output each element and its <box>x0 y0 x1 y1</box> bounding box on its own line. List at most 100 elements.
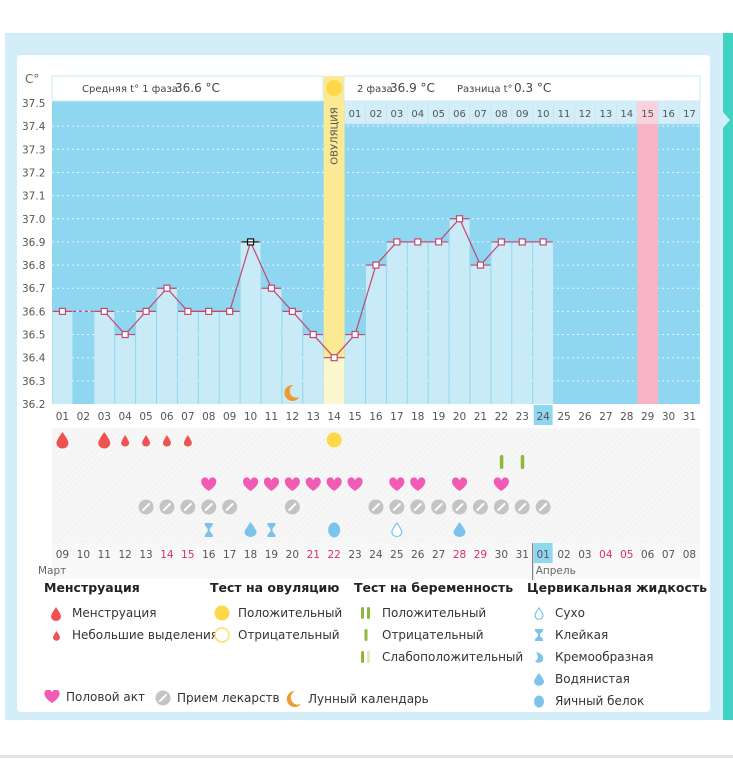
temperature-bar <box>386 241 407 404</box>
y-tick-label: 37.3 <box>22 144 45 156</box>
pill-icon <box>153 690 173 706</box>
calendar-date-label: 03 <box>578 549 591 561</box>
faint-line-icon <box>354 650 378 664</box>
expand-arrow-icon[interactable] <box>723 112 730 128</box>
temperature-point <box>330 354 338 362</box>
temperature-bar <box>491 241 512 404</box>
calendar-date-label: 05 <box>620 549 633 561</box>
circle-outline-icon <box>210 627 234 643</box>
legend-menstruation: Менструация Менструация Небольшие выделе… <box>44 580 218 646</box>
calendar-date-label: 18 <box>244 549 257 561</box>
temperature-point <box>455 215 464 223</box>
temperature-point <box>497 238 505 246</box>
cycle-day-label: 12 <box>286 411 299 423</box>
heart-icon <box>389 477 405 491</box>
cycle-day-label: 27 <box>599 411 612 423</box>
calendar-date-label: 16 <box>202 549 216 561</box>
legend-item: Водянистая <box>555 672 630 686</box>
phase2-day-label: 04 <box>411 109 424 120</box>
ovulation-test-positive-icon <box>326 432 342 448</box>
calendar-date-label: 26 <box>411 549 425 561</box>
calendar-date-label: 24 <box>369 549 383 561</box>
pill-stripe <box>518 503 527 511</box>
temperature-bar <box>52 311 73 404</box>
pill-stripe <box>288 503 297 511</box>
today-date-highlight <box>533 543 553 563</box>
y-tick-label: 36.8 <box>22 260 45 272</box>
cycle-day-label: 13 <box>307 411 320 423</box>
cycle-day-label: 16 <box>369 411 383 423</box>
legend-cervical-fluid: Цервикальная жидкость Сухо Клейкая Кремо… <box>527 580 707 712</box>
legend-item: Небольшие выделения <box>72 628 219 642</box>
ovulation-band <box>323 76 345 404</box>
legend-intercourse: Половой акт <box>42 690 145 704</box>
drop-small-icon <box>44 630 68 641</box>
phase2-day-label: 13 <box>599 109 612 120</box>
y-tick-label: 37.0 <box>22 214 45 226</box>
temperature-bar <box>407 241 428 404</box>
cycle-day-label: 04 <box>118 411 132 423</box>
legend-item: Отрицательный <box>382 628 484 642</box>
legend-item: Клейкая <box>555 628 609 642</box>
pill-stripe <box>455 503 464 511</box>
pill-stripe <box>142 503 151 511</box>
cycle-day-label: 15 <box>348 411 361 423</box>
phase1-label: Средняя t° 1 фаза <box>82 84 178 95</box>
two-lines-icon <box>354 606 378 620</box>
temperature-bar <box>198 311 219 404</box>
calendar-date-label: 25 <box>390 549 403 561</box>
phase2-header <box>343 75 701 102</box>
spotting-drop-icon <box>162 435 171 447</box>
pill-stripe <box>371 503 380 511</box>
temperature-point <box>267 284 276 292</box>
bbt-chart: 01 02 03 04 05 06 07 08 09 10 11 12 13 14 15 16 17 ОВУЛЯ… <box>22 72 701 580</box>
cycle-day-label: 18 <box>411 411 424 423</box>
temperature-bar <box>470 265 491 404</box>
menstruation-drop-icon <box>56 432 69 449</box>
heart-icon <box>347 477 363 491</box>
y-tick-label: 37.2 <box>22 167 45 179</box>
legend-item: Положительный <box>382 606 487 620</box>
cycle-day-label: 30 <box>662 411 675 423</box>
phase1-value: 36.6 °C <box>175 81 220 95</box>
phase2-day-label: 02 <box>370 109 383 120</box>
heart-icon <box>284 477 300 491</box>
cycle-day-label: 09 <box>223 411 236 423</box>
temperature-bar <box>303 334 324 404</box>
legend-medication: Прием лекарств <box>153 690 280 706</box>
phase2-day-label: 03 <box>390 109 403 120</box>
temperature-bar <box>115 334 136 404</box>
cream-drop-icon <box>527 650 551 664</box>
temperature-bar <box>533 241 554 404</box>
temperature-point <box>226 307 234 315</box>
moon-icon <box>284 384 300 401</box>
heart-icon <box>493 477 509 491</box>
heart-icon <box>263 477 280 491</box>
phase2-day-label: 12 <box>579 109 592 120</box>
calendar-date-label: 22 <box>327 549 340 561</box>
phase2-day-label: 08 <box>495 109 508 120</box>
phase2-day-label: 01 <box>349 109 362 120</box>
cycle-day-label: 01 <box>56 411 69 423</box>
temperature-point <box>100 307 108 315</box>
legend-item: Лунный календарь <box>308 692 429 706</box>
side-panel-handle[interactable] <box>723 33 733 720</box>
pill-stripe <box>497 503 506 511</box>
calendar-date-label: 20 <box>286 549 299 561</box>
temperature-point <box>435 238 443 246</box>
legend-item: Половой акт <box>66 690 145 704</box>
calendar-date-label: 28 <box>453 549 466 561</box>
drop-large-icon <box>44 606 68 621</box>
calendar-date-label: 04 <box>599 549 613 561</box>
y-tick-label: 36.9 <box>22 237 45 249</box>
menstruation-drop-icon <box>98 432 111 449</box>
one-line-icon <box>354 628 378 642</box>
calendar-date-label: 27 <box>432 549 445 561</box>
cycle-day-label: 11 <box>265 411 278 423</box>
calendar-date-label: 21 <box>307 549 320 561</box>
calendar-date-label: 14 <box>160 549 174 561</box>
temperature-bar <box>449 218 470 404</box>
cycle-day-label: 05 <box>139 411 152 423</box>
legend-item: Кремообразная <box>555 650 654 664</box>
legend-item: Сухо <box>555 606 585 620</box>
